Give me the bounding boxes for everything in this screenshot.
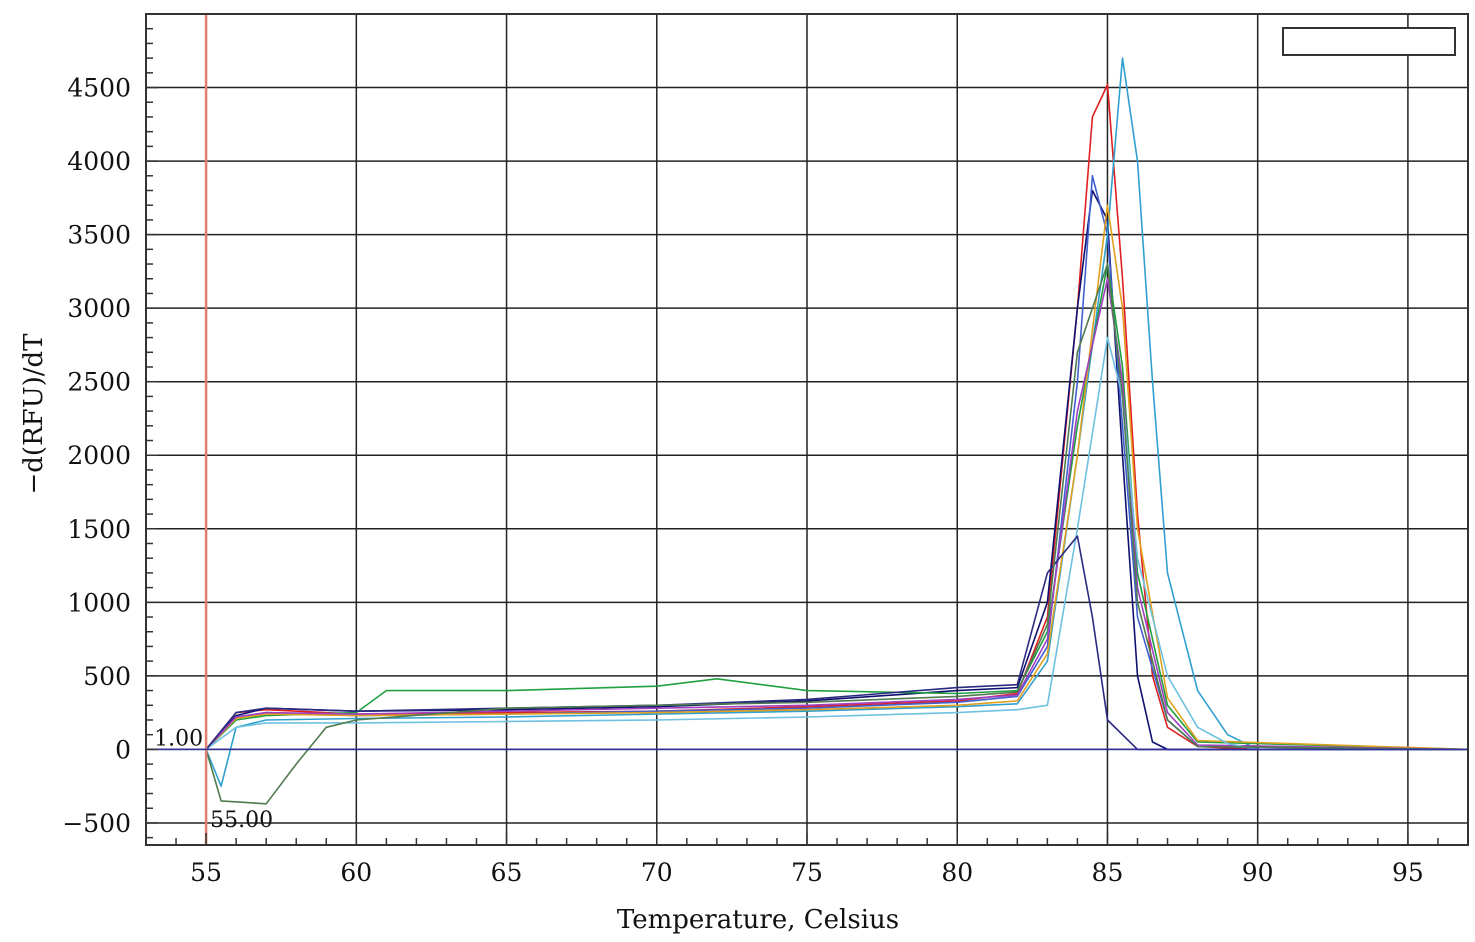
grid bbox=[146, 14, 1468, 845]
y-tick-label: 1000 bbox=[67, 588, 131, 617]
series-line bbox=[205, 204, 1469, 751]
series-line bbox=[205, 175, 1469, 751]
series-line bbox=[205, 57, 1468, 788]
legend-box bbox=[1282, 27, 1456, 56]
y-tick-label: 3500 bbox=[67, 221, 131, 250]
x-tick-label: 95 bbox=[1392, 858, 1424, 887]
y-tick-label: 500 bbox=[83, 662, 131, 691]
x-tick-label: 55 bbox=[190, 858, 222, 887]
marker-annotation: 1.00 bbox=[154, 726, 203, 751]
tick-labels: 55 60 65 70 75 80 85 90 95 −500 0 500 1000 1500 2000 25… bbox=[62, 74, 1423, 887]
series-line bbox=[205, 263, 1469, 751]
series-line bbox=[205, 277, 1469, 751]
x-axis-title: Temperature, Celsius bbox=[617, 905, 899, 935]
y-tick-label: 2000 bbox=[67, 441, 131, 470]
x-tick-label: 85 bbox=[1092, 858, 1124, 887]
y-axis-title: −d(RFU)/dT bbox=[19, 333, 49, 495]
x-tick-label: 65 bbox=[491, 858, 523, 887]
x-tick-label: 80 bbox=[941, 858, 973, 887]
y-tick-label: 4500 bbox=[67, 74, 131, 103]
series-group bbox=[205, 57, 1469, 805]
y-tick-label: −500 bbox=[62, 809, 131, 838]
series-line bbox=[205, 535, 1468, 751]
y-tick-label: 3000 bbox=[67, 294, 131, 323]
x-tick-label: 75 bbox=[791, 858, 823, 887]
y-tick-label: 0 bbox=[115, 735, 131, 764]
x-tick-label: 70 bbox=[641, 858, 673, 887]
series-line bbox=[205, 336, 1468, 751]
series-line bbox=[205, 189, 1468, 751]
marker-annotation: 55.00 bbox=[210, 808, 273, 833]
reference-lines bbox=[146, 14, 1468, 845]
series-line bbox=[205, 263, 1469, 805]
x-tick-label: 60 bbox=[340, 858, 372, 887]
annotations: 1.00 55.00 bbox=[154, 726, 273, 833]
y-tick-label: 4000 bbox=[67, 147, 131, 176]
y-tick-label: 1500 bbox=[67, 515, 131, 544]
axes bbox=[145, 13, 1469, 846]
y-tick-label: 2500 bbox=[67, 368, 131, 397]
x-tick-label: 90 bbox=[1242, 858, 1274, 887]
series-line bbox=[205, 83, 1468, 751]
